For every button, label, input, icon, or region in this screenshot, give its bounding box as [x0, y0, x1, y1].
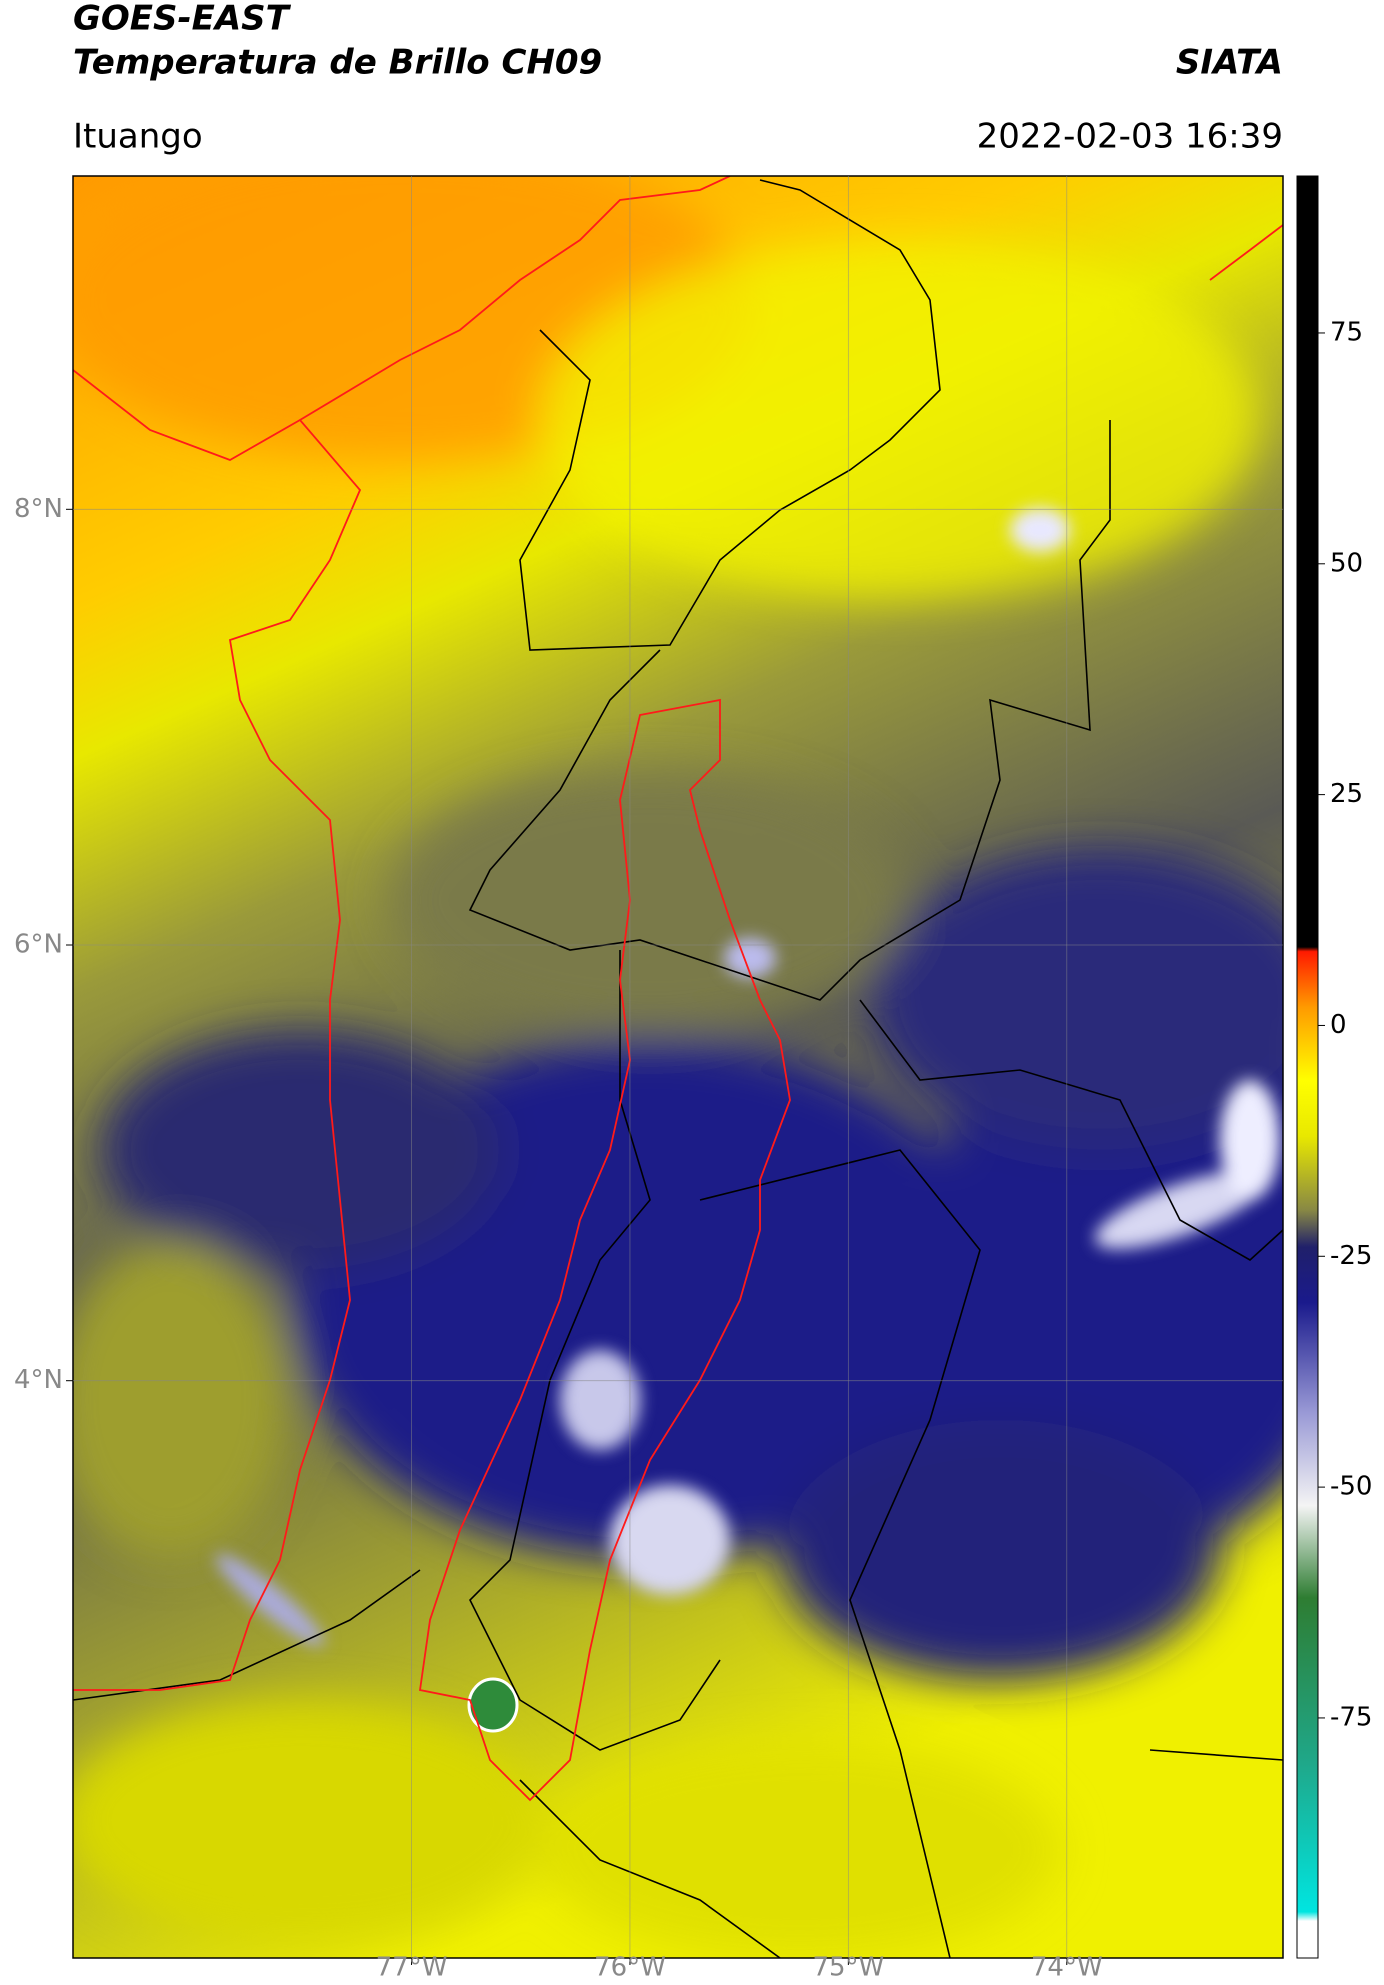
- lat-tick-label: 4°N: [14, 1365, 63, 1395]
- colorbar-tick-label: 25: [1330, 779, 1363, 809]
- map-frame: [72, 175, 1284, 1959]
- colorbar: [1296, 175, 1319, 1959]
- colorbar-tick-label: -75: [1330, 1702, 1372, 1732]
- colorbar-tick-label: -25: [1330, 1241, 1372, 1271]
- lon-tick-label: 75°W: [812, 1953, 884, 1982]
- datetime: 2022-02-03 16:39: [977, 117, 1283, 157]
- lat-tick-label: 6°N: [14, 930, 63, 960]
- lon-tick-label: 76°W: [594, 1953, 666, 1982]
- colorbar-tick-label: 75: [1330, 317, 1363, 347]
- satellite-image: [73, 176, 1283, 1958]
- location: Ituango: [73, 117, 203, 157]
- colorbar-tick-label: 0: [1330, 1010, 1347, 1040]
- colorbar-tick-label: 50: [1330, 548, 1363, 578]
- lat-tick-label: 8°N: [14, 494, 63, 524]
- title: GOES-EAST: [73, 0, 292, 39]
- colorbar-tick-label: -50: [1330, 1472, 1372, 1502]
- lon-tick-label: 77°W: [376, 1953, 448, 1982]
- subtitle: Temperatura de Brillo CH09: [73, 43, 602, 83]
- brand: SIATA: [1176, 43, 1283, 83]
- lon-tick-label: 74°W: [1031, 1953, 1103, 1982]
